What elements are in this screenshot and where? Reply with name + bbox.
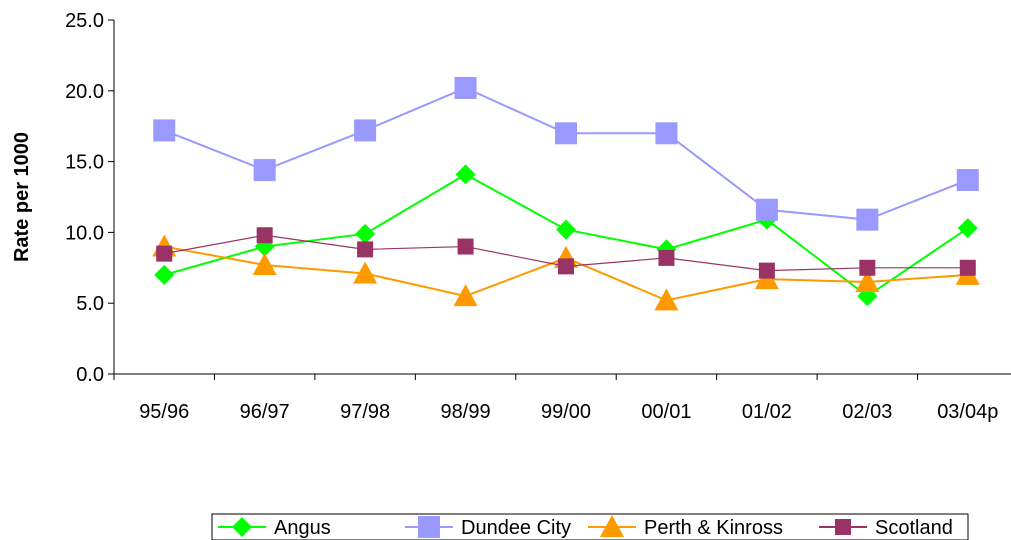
data-point-scotland xyxy=(558,258,574,275)
data-point-dundee-city xyxy=(856,208,879,231)
series-angus xyxy=(154,164,978,307)
y-tick-label: 20.0 xyxy=(65,81,104,103)
x-tick-label: 99/00 xyxy=(541,401,591,423)
data-point-perth-kinross xyxy=(453,284,478,307)
x-tick-label: 00/01 xyxy=(641,401,691,423)
legend-label: Angus xyxy=(274,517,331,539)
legend-marker xyxy=(835,519,851,535)
data-point-scotland xyxy=(758,262,775,279)
data-point-angus xyxy=(556,219,576,240)
legend-item-scotland: Scotland xyxy=(819,517,953,539)
data-point-dundee-city xyxy=(253,159,276,182)
data-point-dundee-city xyxy=(555,122,577,145)
data-point-angus xyxy=(455,164,476,185)
x-tick-label: 95/96 xyxy=(139,401,189,423)
y-tick-label: 25.0 xyxy=(65,10,104,32)
legend-marker xyxy=(600,515,624,537)
legend-item-perth-kinross: Perth & Kinross xyxy=(588,515,783,539)
y-tick-label: 0.0 xyxy=(76,364,104,386)
data-point-scotland xyxy=(156,245,173,262)
data-point-perth-kinross xyxy=(252,252,277,275)
data-point-perth-kinross xyxy=(855,269,880,292)
data-point-angus xyxy=(957,218,978,239)
series-dundee-city xyxy=(153,76,979,231)
data-point-scotland xyxy=(457,238,474,255)
data-point-angus xyxy=(355,223,376,244)
x-tick-label: 01/02 xyxy=(742,401,792,423)
data-point-perth-kinross xyxy=(353,261,378,284)
legend: Angus Dundee City Perth & Kinross Scotland xyxy=(211,513,969,540)
y-tick-label: 5.0 xyxy=(76,293,104,315)
data-point-scotland xyxy=(256,227,273,244)
data-point-dundee-city xyxy=(655,122,678,145)
y-axis-title: Rate per 1000 xyxy=(11,132,33,262)
data-point-dundee-city xyxy=(956,169,979,192)
x-tick-label: 96/97 xyxy=(240,401,290,423)
legend-marker xyxy=(232,517,252,537)
data-point-dundee-city xyxy=(454,76,477,99)
legend-label: Dundee City xyxy=(461,517,571,539)
series-line-dundee-city xyxy=(163,86,969,221)
data-point-scotland xyxy=(859,259,876,276)
series-scotland xyxy=(156,227,976,279)
legend-label: Scotland xyxy=(875,517,953,539)
legend-marker xyxy=(418,516,440,538)
x-tick-label: 03/04p xyxy=(937,401,998,423)
plot-series xyxy=(152,76,980,311)
x-tick-label: 98/99 xyxy=(441,401,491,423)
data-point-scotland xyxy=(658,249,675,266)
legend-item-dundee-city: Dundee City xyxy=(405,516,571,539)
data-point-dundee-city xyxy=(354,119,377,142)
legend-item-angus: Angus xyxy=(218,517,331,539)
y-tick-label: 10.0 xyxy=(65,222,104,244)
data-point-perth-kinross xyxy=(654,288,679,311)
x-tick-label: 97/98 xyxy=(340,401,390,423)
x-tick-label: 02/03 xyxy=(842,401,892,423)
data-point-scotland xyxy=(357,241,374,258)
y-tick-label: 15.0 xyxy=(65,152,104,174)
x-axis-ticks: 95/96 96/97 97/98 98/99 99/00 00/01 01/02 02/03… xyxy=(113,374,998,423)
data-point-angus xyxy=(154,264,175,285)
y-axis-ticks: 0.0 5.0 10.0 15.0 20.0 25.0 xyxy=(65,10,114,386)
data-point-scotland xyxy=(959,259,976,276)
data-point-dundee-city xyxy=(153,119,176,142)
legend-label: Perth & Kinross xyxy=(644,517,783,539)
data-point-dundee-city xyxy=(755,198,778,221)
